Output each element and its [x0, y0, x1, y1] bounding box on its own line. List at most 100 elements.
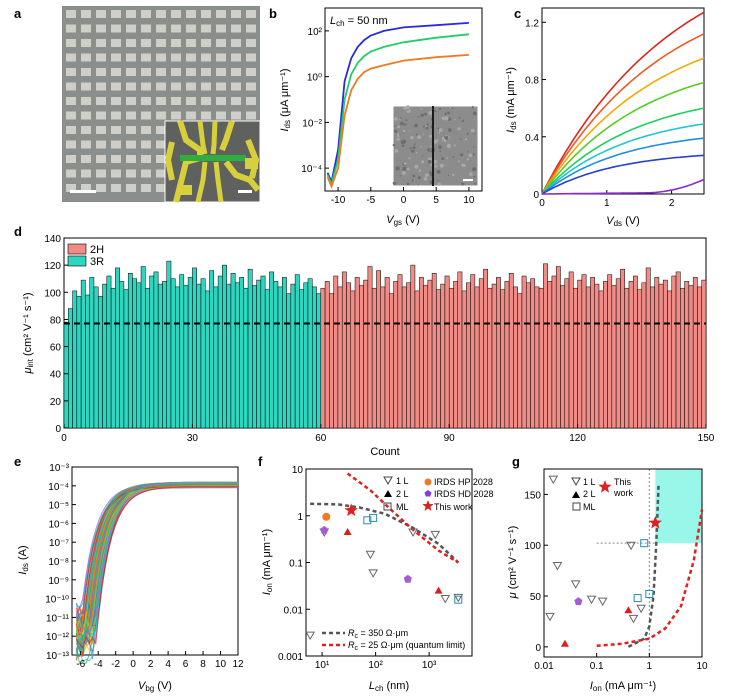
device-cluster — [141, 39, 151, 47]
device-cluster — [216, 97, 226, 105]
sem-grain — [411, 179, 415, 182]
device-cluster — [126, 39, 136, 47]
mobility-bar-2h — [329, 293, 334, 429]
device-cluster — [96, 155, 106, 163]
device-cluster — [126, 68, 136, 76]
sem-grain — [472, 146, 475, 148]
sem-grain — [405, 119, 408, 122]
sem-grain — [439, 163, 444, 168]
sem-grain — [434, 164, 438, 168]
panel-e-ticks: -6 -4 -2 0 2 4 6 8 10 12 10⁻¹³ 10⁻¹² 10⁻¹¹ 10⁻¹⁰ 10⁻⁹ 1… — [45, 463, 244, 670]
panel-f-xtick: 10³ — [422, 660, 437, 671]
mobility-bar-2h — [632, 275, 638, 429]
device-cluster — [171, 24, 181, 33]
data-point-purple — [574, 597, 583, 606]
panel-d-xtick: 30 — [187, 433, 199, 444]
device-cluster — [126, 97, 136, 105]
panel-g-ytick: 150 — [524, 490, 541, 501]
panel-g-ytick: 100 — [524, 541, 541, 552]
sem-grain — [425, 126, 429, 130]
panel-f-ytick: 0.01 — [284, 605, 304, 616]
mobility-bar-3r — [294, 274, 300, 429]
sem-grain — [394, 117, 398, 121]
sem-grain — [446, 157, 448, 160]
panel-f-ytick: 0.001 — [278, 652, 303, 663]
mobility-bar-2h — [671, 275, 677, 429]
mobility-bar-3r — [76, 296, 82, 429]
sem-grain — [409, 147, 412, 150]
data-point-irds-hd-2028 — [403, 574, 412, 583]
panel-c-ytick: 0.4 — [525, 133, 539, 144]
mobility-bar-2h — [500, 289, 506, 429]
device-cluster — [96, 10, 106, 18]
device-cluster — [96, 39, 106, 47]
mobility-bar-3r — [123, 289, 129, 429]
device-cluster — [186, 68, 196, 76]
device-cluster — [216, 10, 226, 18]
mobility-bar-2h — [684, 281, 690, 429]
panel-e-ytick: 10⁻⁷ — [49, 538, 69, 549]
device-cluster — [141, 140, 151, 149]
device-cluster — [66, 184, 76, 192]
data-point-irds-hd-2028 — [320, 525, 329, 534]
mobility-bar-3r — [252, 285, 257, 429]
mobility-bar-3r — [256, 279, 262, 429]
legend-text-this-work: This work — [434, 502, 473, 512]
mobility-bar-2h — [525, 282, 531, 429]
mobility-bar-2h — [461, 290, 467, 429]
device-cluster — [156, 10, 166, 18]
device-cluster — [171, 111, 181, 120]
sem-grain — [448, 106, 451, 109]
panel-b-xtick: -10 — [331, 195, 346, 206]
sem-grain — [394, 125, 396, 127]
mobility-bar-2h — [367, 266, 373, 429]
device-cluster — [216, 24, 226, 33]
legend-text-2l: 2 L — [583, 489, 596, 499]
sem-grain — [433, 139, 438, 144]
panel-c-ylabel: Ids (mA μm⁻¹) — [505, 67, 518, 133]
data-point-1l — [586, 595, 597, 605]
transfer-curve — [76, 483, 238, 637]
scale-bar-main — [70, 190, 96, 193]
mobility-bar-2h — [341, 271, 347, 429]
panel-e-ylabel: Ids (A) — [17, 545, 30, 574]
device-cluster — [126, 126, 136, 134]
panel-b-annotation: Lch = 50 nm — [330, 15, 388, 28]
panel-e-xtick: 0 — [130, 659, 136, 670]
transfer-curve — [326, 33, 469, 187]
data-point-ml — [645, 589, 654, 598]
device-cluster — [141, 126, 151, 134]
device-cluster — [81, 82, 91, 91]
transfer-curve — [75, 486, 238, 640]
sem-grain — [410, 136, 414, 140]
data-point-1l — [368, 569, 379, 578]
device-cluster — [81, 10, 91, 18]
sem-grain — [416, 151, 418, 154]
sem-grain — [421, 155, 424, 157]
panel-c-xtick: 0 — [539, 198, 545, 209]
device-cluster — [111, 140, 121, 149]
mobility-bar-2h — [466, 282, 471, 429]
mobility-bar-2h — [577, 279, 583, 429]
device-cluster — [246, 82, 256, 91]
panel-g-xtick: 0.01 — [534, 661, 554, 672]
mobility-bar-2h — [371, 287, 377, 429]
sem-grain — [417, 176, 421, 180]
panel-e-xlabel: Vbg (V) — [138, 680, 172, 693]
device-cluster — [66, 155, 76, 163]
sem-grain — [438, 132, 441, 134]
sem-grain — [404, 123, 407, 126]
sem-grain — [472, 153, 475, 156]
mobility-bar-3r — [192, 267, 197, 429]
device-cluster — [66, 10, 76, 18]
device-cluster — [171, 68, 181, 76]
sem-grain — [468, 153, 473, 158]
panel-d-ytick: 120 — [44, 261, 61, 272]
device-cluster — [201, 97, 211, 105]
sem-grain — [399, 118, 401, 121]
device-cluster — [111, 111, 121, 120]
device-cluster — [81, 169, 91, 178]
mobility-bar-2h — [444, 275, 450, 429]
mobility-bar-3r — [269, 271, 274, 429]
mobility-bar-2h — [359, 285, 364, 429]
